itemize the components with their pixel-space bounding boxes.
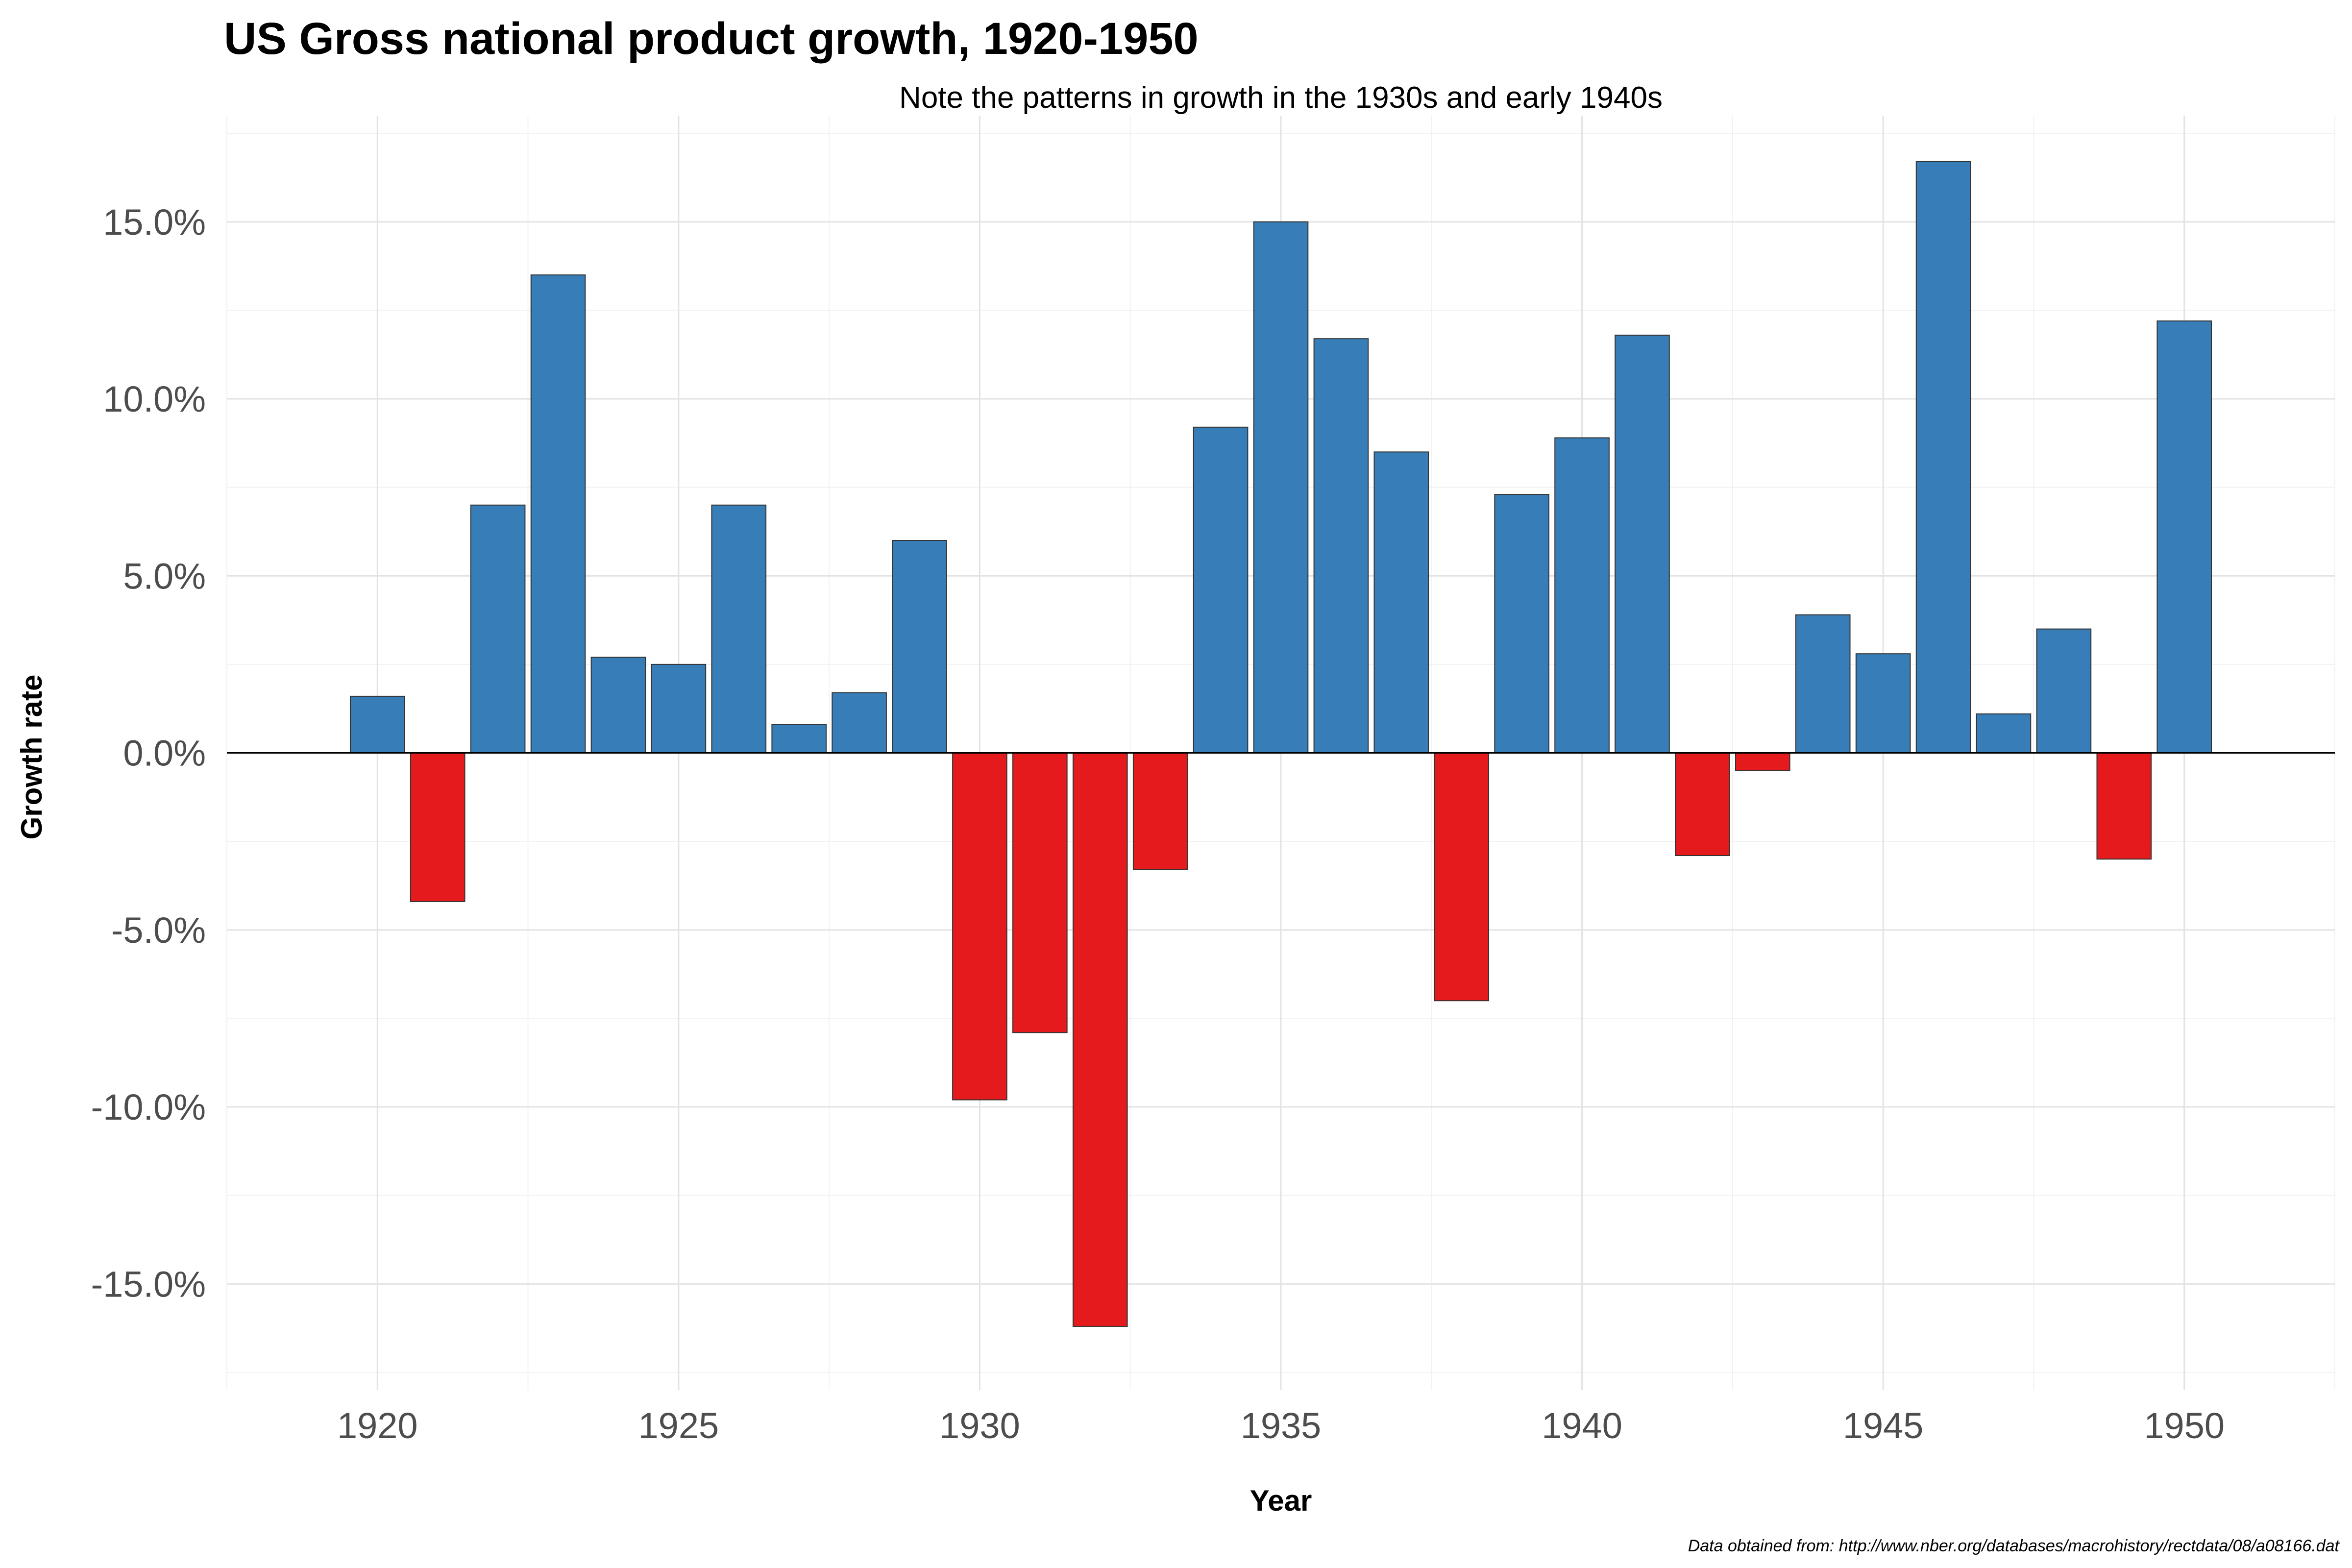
bar-1942 (1675, 752, 1730, 857)
bar-1930 (952, 752, 1007, 1101)
bar-1932 (1072, 752, 1128, 1327)
bar-1946 (1915, 161, 1971, 754)
bar-1947 (1976, 713, 2032, 754)
data-source-caption: Data obtained from: http://www.nber.org/… (1688, 1537, 2340, 1555)
bar-1923 (530, 274, 586, 754)
bar-1931 (1012, 752, 1068, 1033)
bar-1924 (590, 657, 646, 754)
bar-1927 (771, 724, 827, 754)
bar-1948 (2036, 628, 2092, 754)
bar-1950 (2156, 320, 2212, 754)
bar-1928 (832, 692, 887, 754)
y-tick-label: 10.0% (103, 379, 206, 419)
bar-1921 (410, 752, 466, 902)
bar-1940 (1554, 437, 1610, 754)
y-tick-label: 0.0% (123, 733, 206, 774)
y-axis-title: Growth rate (15, 675, 48, 840)
x-tick-label: 1940 (1542, 1405, 1622, 1446)
bar-1943 (1735, 752, 1790, 771)
x-tick-label: 1945 (1843, 1405, 1924, 1446)
bar-1937 (1373, 451, 1429, 754)
bar-1941 (1615, 334, 1670, 754)
x-tick-label: 1930 (939, 1405, 1020, 1446)
x-axis-ticks: 1920 1925 1930 1935 1940 1945 1950 (337, 1405, 2225, 1446)
bar-1944 (1795, 614, 1851, 754)
bar-1933 (1132, 752, 1188, 870)
bar-1939 (1494, 494, 1549, 754)
bar-1936 (1313, 338, 1369, 754)
x-tick-label: 1935 (1241, 1405, 1322, 1446)
x-tick-label: 1920 (337, 1405, 418, 1446)
chart-subtitle: Note the patterns in growth in the 1930s… (899, 81, 1663, 115)
bar-1929 (892, 540, 947, 754)
bar-1920 (349, 695, 405, 754)
y-tick-label: -10.0% (91, 1087, 206, 1127)
x-tick-label: 1925 (638, 1405, 719, 1446)
x-tick-label: 1950 (2144, 1405, 2225, 1446)
bars (349, 161, 2212, 1327)
y-tick-label: 5.0% (123, 556, 206, 596)
bar-1938 (1434, 752, 1490, 1002)
bar-1949 (2096, 752, 2152, 860)
bar-1945 (1855, 653, 1911, 754)
bar-1934 (1193, 426, 1249, 754)
bar-1935 (1253, 221, 1309, 754)
bar-1926 (711, 504, 767, 754)
y-tick-label: 15.0% (103, 202, 206, 243)
chart-title: US Gross national product growth, 1920-1… (224, 14, 1199, 64)
y-tick-label: -5.0% (111, 910, 206, 951)
y-axis-ticks: -15.0% -10.0% -5.0% 0.0% 5.0% 10.0% 15.0% (91, 202, 206, 1305)
bar-1922 (470, 504, 526, 754)
bar-1925 (651, 663, 707, 754)
x-axis-title: Year (1250, 1484, 1312, 1517)
y-tick-label: -15.0% (91, 1264, 206, 1304)
